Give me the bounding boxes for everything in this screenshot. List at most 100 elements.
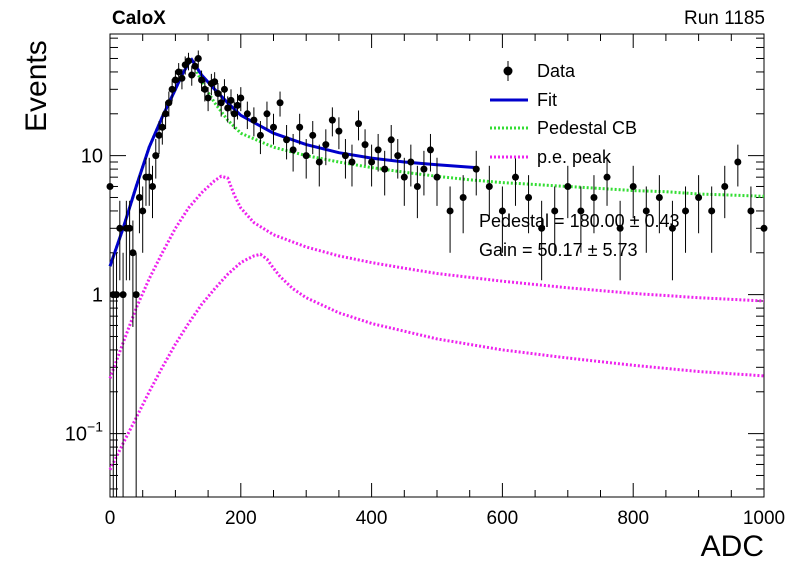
data-point-marker [152, 152, 160, 160]
data-point [394, 139, 402, 179]
data-point-marker [407, 158, 415, 166]
data-point-marker [139, 207, 147, 215]
data-point [361, 129, 369, 166]
data-point [564, 165, 572, 219]
data-point-marker [145, 173, 153, 181]
data-point-marker [230, 110, 238, 118]
data-point-marker [198, 76, 206, 84]
data-point-marker [355, 120, 363, 128]
data-point [760, 200, 768, 281]
data-point-marker [368, 158, 376, 166]
data-point [198, 70, 206, 92]
data-point [368, 144, 376, 187]
data-point-marker [616, 224, 624, 232]
data-point [708, 186, 716, 253]
data-point [129, 220, 137, 327]
axes-group: 0 200 400 600 800 1000 10−1 1 10 [65, 34, 785, 529]
data-point [335, 117, 343, 150]
data-point [577, 186, 585, 253]
data-point-marker [485, 182, 493, 190]
data-point-marker [603, 173, 611, 181]
data-point [106, 165, 114, 219]
data-point-marker [250, 116, 258, 124]
data-point [168, 79, 176, 102]
data-point-marker [629, 182, 637, 190]
data-point-marker [381, 165, 389, 173]
data-point-marker [171, 76, 179, 84]
data-point [289, 133, 297, 172]
data-point [459, 175, 467, 234]
data-point [498, 186, 506, 253]
data-point [158, 113, 166, 145]
data-point [243, 101, 251, 130]
data-point [188, 65, 196, 86]
data-point [747, 186, 755, 253]
legend-item: Pedestal CB [490, 118, 637, 138]
data-point [400, 157, 408, 206]
data-point-marker [302, 152, 310, 160]
data-point-marker [149, 182, 157, 190]
data-point-marker [116, 224, 124, 232]
data-point [629, 165, 637, 219]
data-point [270, 113, 277, 145]
data-point [341, 139, 349, 179]
data-point [485, 165, 493, 219]
data-point [355, 110, 363, 141]
data-point-marker [538, 224, 546, 232]
series-p-e-peakcurve [108, 174, 765, 379]
data-point [135, 175, 143, 234]
data-point [250, 107, 258, 137]
data-point [227, 89, 235, 114]
data-point [165, 91, 173, 117]
data-point-marker [668, 224, 676, 232]
data-point-marker [217, 99, 225, 107]
data-point [413, 165, 421, 219]
data-point-marker [413, 182, 421, 190]
data-point-marker [472, 165, 480, 173]
data-point [149, 165, 157, 219]
data-point-marker [191, 62, 199, 70]
data-point [387, 125, 395, 160]
data-point [590, 175, 598, 234]
data-point [276, 91, 284, 117]
data-point-marker [361, 141, 369, 149]
data-point [171, 70, 179, 92]
data-point-marker [132, 291, 140, 299]
data-point-marker [283, 136, 291, 144]
data-point [211, 72, 219, 94]
data-point-marker [341, 152, 349, 160]
data-point [126, 200, 134, 281]
data-point [642, 186, 650, 253]
legend-label: Data [537, 61, 576, 81]
data-point-marker [194, 54, 202, 62]
annotation-gain: Gain = 50.17 ± 5.73 [479, 240, 638, 260]
y-axis-title: Events [20, 40, 53, 132]
data-point [132, 252, 140, 497]
series-p-e-peakcurve [108, 252, 765, 471]
data-point-marker [551, 207, 559, 215]
data-point-marker [708, 207, 716, 215]
data-point [446, 186, 454, 253]
data-point-marker [263, 110, 271, 118]
data-point-marker [426, 146, 434, 154]
x-tick-label: 200 [225, 508, 257, 529]
y-tick-label: 1 [92, 285, 103, 307]
data-point-marker [374, 146, 382, 154]
data-point [302, 139, 310, 179]
data-point-marker [760, 224, 768, 232]
data-point [734, 144, 742, 187]
data-point [256, 121, 264, 155]
data-point [194, 50, 202, 68]
data-point [525, 175, 533, 234]
data-point-marker [270, 123, 277, 131]
legend-label: Pedestal CB [537, 118, 637, 138]
data-point [217, 91, 225, 117]
legend-label: p.e. peak [537, 147, 612, 167]
data-point [682, 186, 690, 253]
data-point-marker [227, 96, 235, 104]
data-point [616, 200, 624, 281]
data-point [309, 121, 317, 155]
data-point [695, 175, 703, 234]
data-point-marker [309, 131, 317, 139]
